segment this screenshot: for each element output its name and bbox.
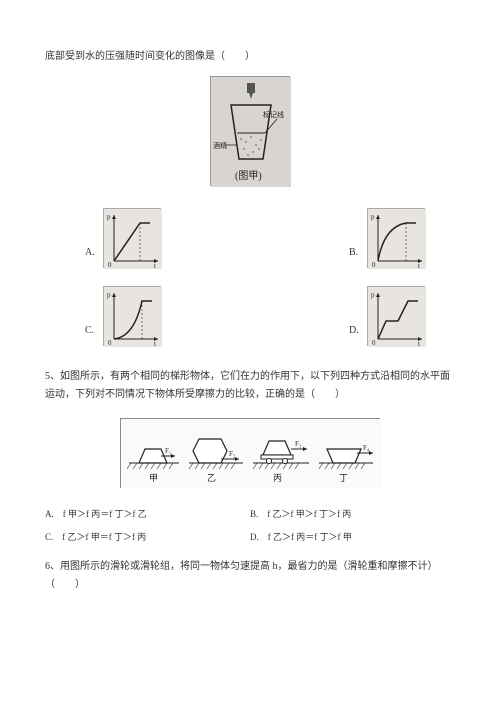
- opt-letter-c: C.: [85, 325, 99, 346]
- q4-row-ab: A. p t 0 B.: [45, 208, 455, 268]
- graph-d: p t 0: [367, 286, 425, 346]
- option-b: B. p t 0: [349, 208, 425, 268]
- option-c: C. p t 0: [85, 286, 161, 346]
- svg-text:t: t: [154, 340, 156, 347]
- q4-cup-figure: 标记线 酒精 (图甲): [45, 76, 455, 190]
- svg-text:t: t: [154, 262, 156, 269]
- graph-b: p t 0: [367, 208, 425, 268]
- opt-letter-a: A.: [85, 247, 99, 268]
- svg-text:丙: 丙: [273, 473, 282, 483]
- cup-diagram: 标记线 酒精 (图甲): [210, 76, 290, 186]
- opt-letter-d: D.: [349, 325, 363, 346]
- svg-text:0: 0: [108, 339, 112, 347]
- svg-text:乙: 乙: [207, 473, 216, 483]
- svg-text:F₄: F₄: [363, 444, 370, 452]
- svg-text:t: t: [418, 340, 420, 347]
- svg-text:p: p: [107, 291, 111, 299]
- q5-opt-a: A. f 甲＞f 丙＝f 丁＞f 乙: [45, 502, 250, 525]
- q4-row-cd: C. p t 0 D.: [45, 286, 455, 346]
- svg-text:甲: 甲: [149, 473, 158, 483]
- svg-text:0: 0: [108, 261, 112, 269]
- q6-stem: 6、用图所示的滑轮或滑轮组，将同一物体匀速提高 h，最省力的是（滑轮重和摩擦不计…: [45, 558, 455, 594]
- label-alcohol: 酒精: [213, 141, 227, 150]
- graph-a: p t 0: [103, 208, 161, 268]
- q5-options: A. f 甲＞f 丙＝f 丁＞f 乙 B. f 乙＞f 甲＞f 丁＞f 丙 C.…: [45, 502, 455, 548]
- svg-text:p: p: [107, 213, 111, 221]
- svg-text:丁: 丁: [339, 473, 348, 483]
- trapezoid-diagram: F₁ F₂ F₃ F₄ 甲 乙 丙 丁: [120, 418, 380, 488]
- q5-stem: 5、如图所示，有两个相同的梯形物体，它们在力的作用下，以下列四种方式沿相同的水平…: [45, 368, 455, 404]
- svg-text:0: 0: [372, 339, 376, 347]
- cup-caption: (图甲): [235, 170, 262, 182]
- svg-text:p: p: [371, 213, 375, 221]
- q5-opt-b: B. f 乙＞f 甲＞f 丁＞f 丙: [250, 502, 455, 525]
- svg-text:F₁: F₁: [165, 447, 171, 455]
- svg-text:p: p: [371, 291, 375, 299]
- q4-stem: 底部受到水的压强随时间变化的图像是（ ）: [45, 48, 455, 66]
- svg-text:t: t: [418, 262, 420, 269]
- svg-text:F₃: F₃: [295, 440, 302, 448]
- svg-text:F₂: F₂: [229, 450, 236, 458]
- q5-figure: F₁ F₂ F₃ F₄ 甲 乙 丙 丁: [45, 418, 455, 492]
- option-a: A. p t 0: [85, 208, 161, 268]
- svg-text:0: 0: [372, 261, 376, 269]
- q5-opt-d: D. f 乙＞f 丙＝f 丁＞f 甲: [250, 525, 455, 548]
- opt-letter-b: B.: [349, 247, 363, 268]
- option-d: D. p t 0: [349, 286, 425, 346]
- graph-c: p t 0: [103, 286, 161, 346]
- label-markline: 标记线: [263, 110, 284, 119]
- q5-opt-c: C. f 乙＞f 甲＝f 丁＞f 丙: [45, 525, 250, 548]
